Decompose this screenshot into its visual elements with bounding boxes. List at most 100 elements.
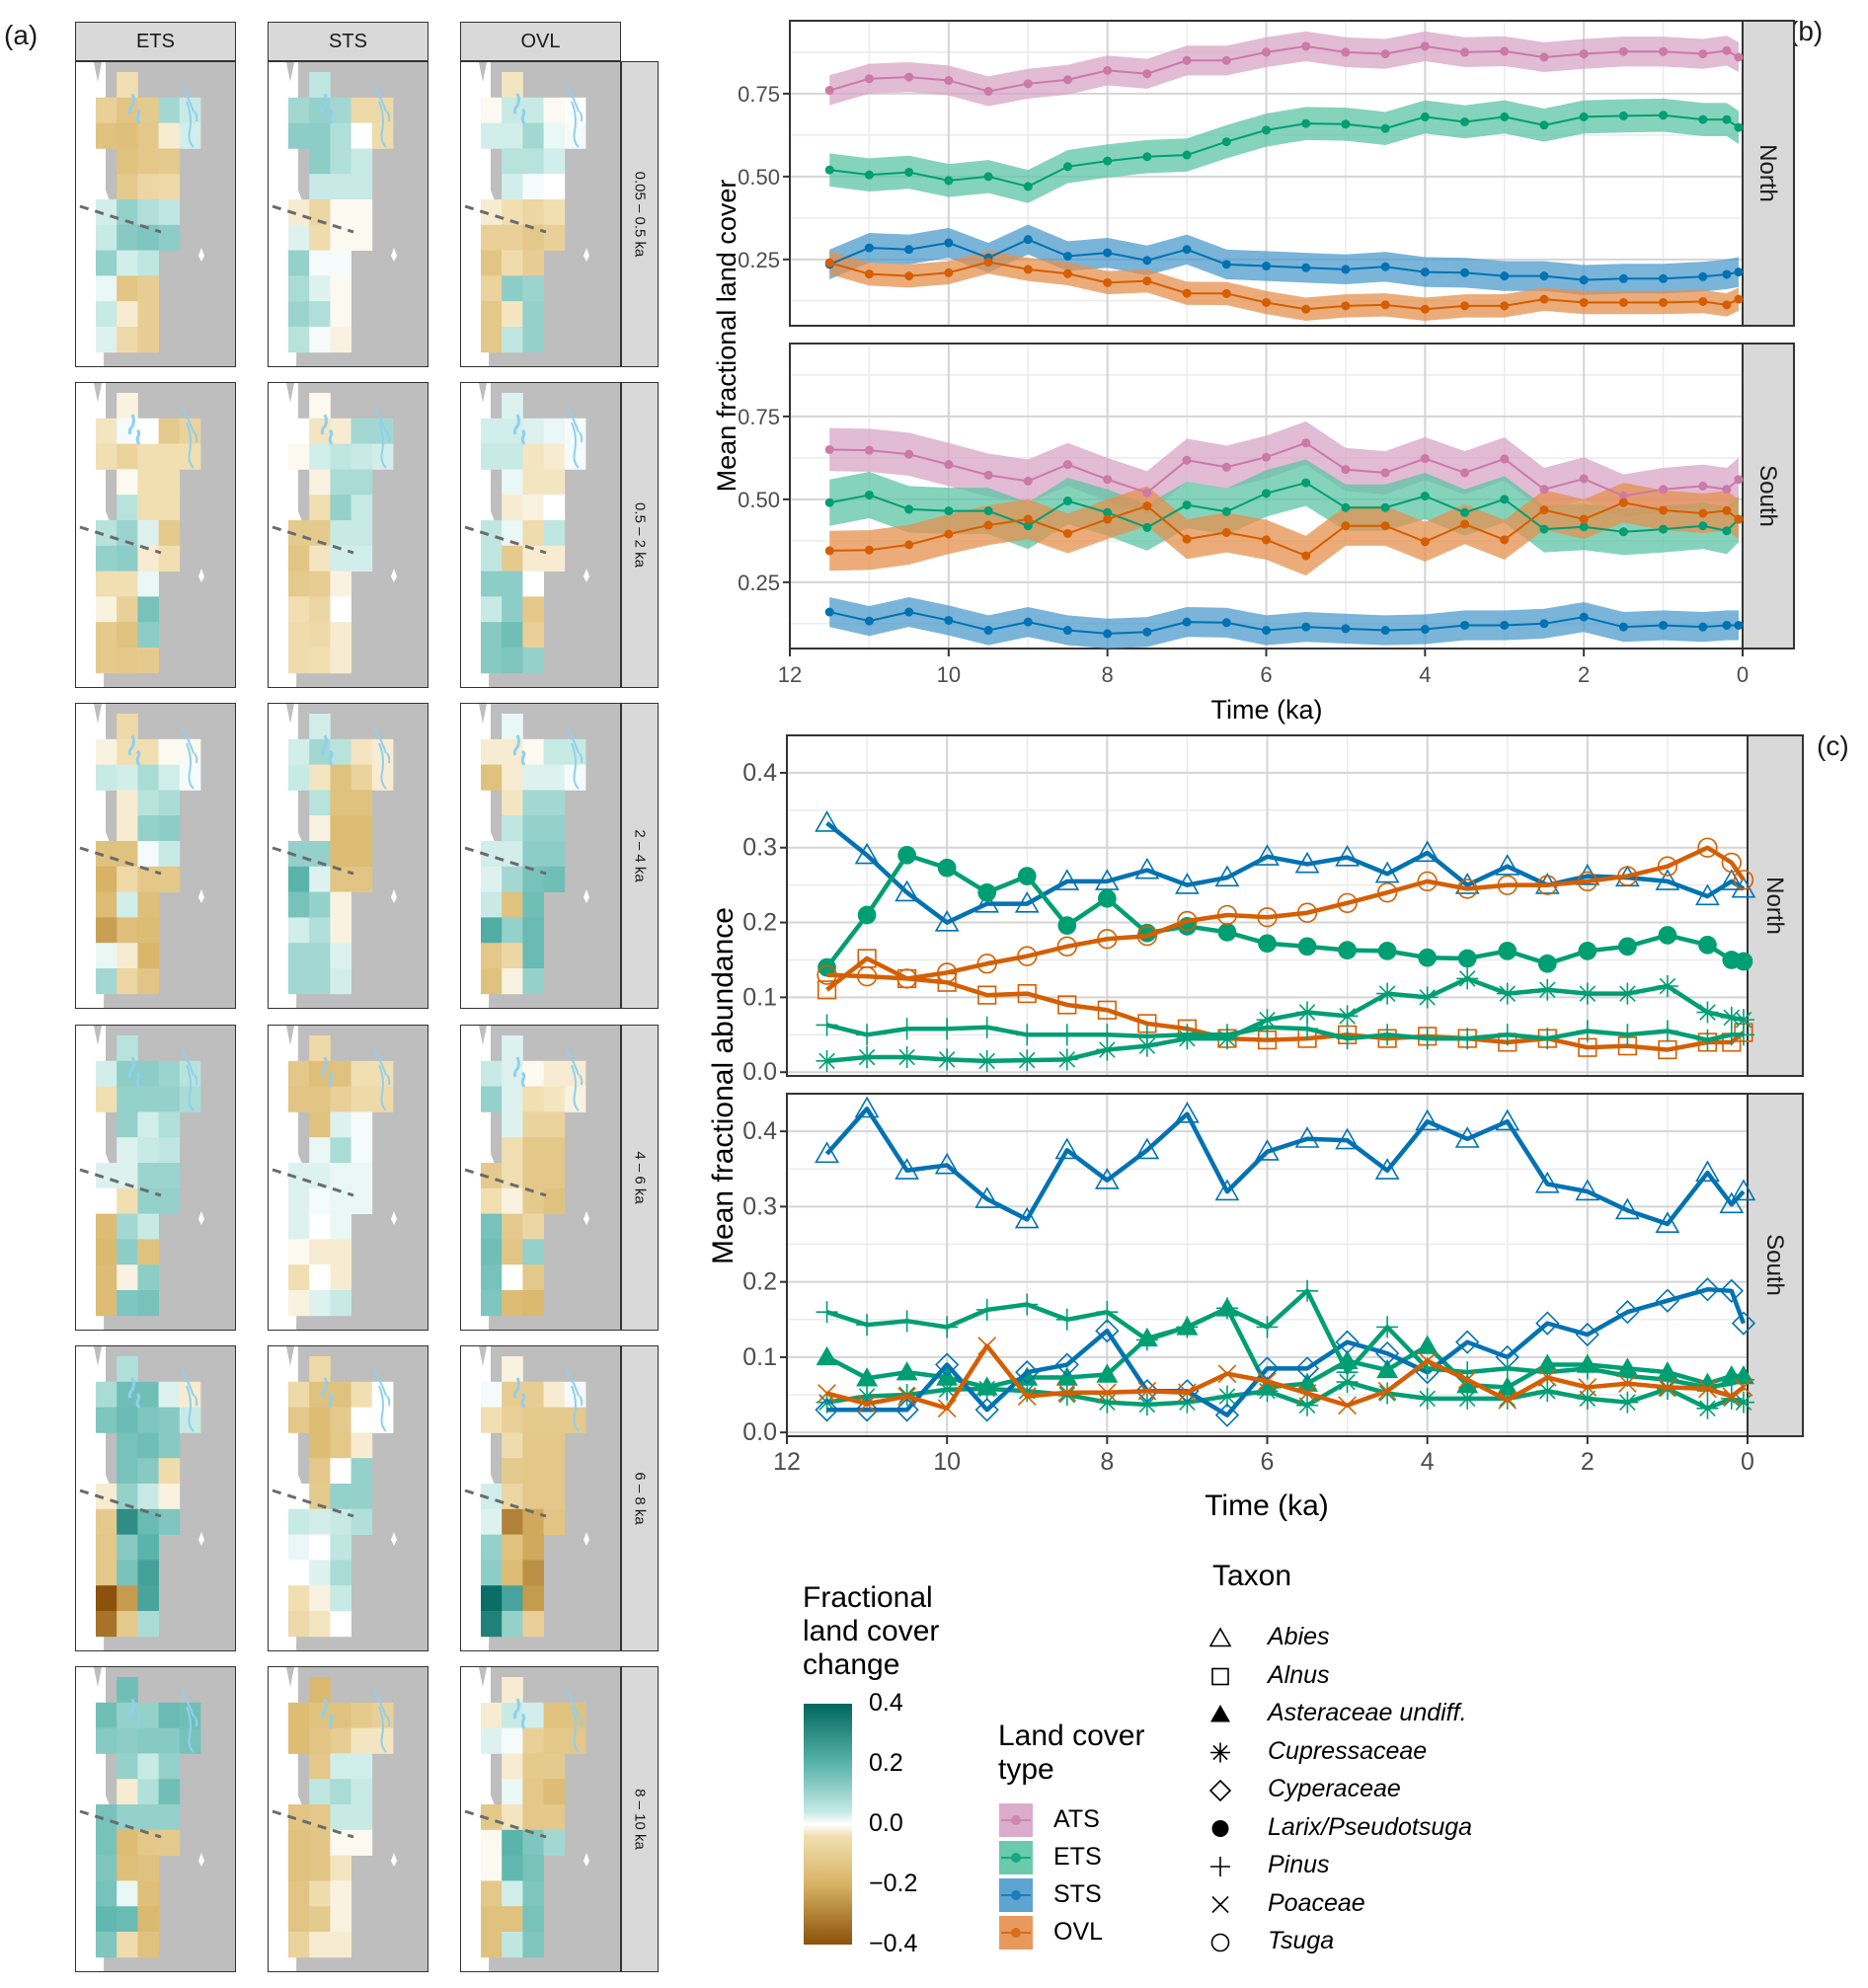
data-point xyxy=(1221,55,1231,65)
map-cell xyxy=(309,72,331,99)
map-cell xyxy=(564,1407,586,1433)
data-point-cross xyxy=(1658,1378,1677,1397)
map-cell xyxy=(330,1906,351,1933)
map-cell xyxy=(96,1932,117,1958)
data-point xyxy=(1618,46,1628,56)
map-cell xyxy=(158,199,181,226)
map-cell xyxy=(158,739,181,766)
land-cover-change-map xyxy=(75,1024,236,1331)
map-cell xyxy=(96,1407,117,1433)
data-point-triangle-open xyxy=(1134,857,1160,879)
map-cell xyxy=(309,596,331,623)
map-cell xyxy=(309,1086,331,1112)
data-point-triangle-open xyxy=(934,909,960,932)
north-south-boundary-line xyxy=(79,1489,162,1518)
data-point xyxy=(1539,52,1549,62)
map-cell xyxy=(350,1483,373,1509)
map-cell xyxy=(309,250,331,276)
data-point-plus xyxy=(816,1301,838,1324)
map-cell xyxy=(309,275,331,302)
map-cell xyxy=(288,1508,310,1535)
data-point-asterisk xyxy=(895,1046,918,1069)
map-cell xyxy=(288,943,310,969)
data-point-plus xyxy=(1176,1024,1199,1046)
map-cell xyxy=(137,1534,159,1561)
data-point xyxy=(824,546,834,556)
data-point-triangle-open xyxy=(1454,873,1480,894)
land-cover-change-map xyxy=(268,1666,428,1972)
map-cell xyxy=(543,1136,566,1163)
island-shape xyxy=(198,1853,204,1867)
map-cell xyxy=(96,968,117,995)
map-cell xyxy=(137,1560,159,1586)
map-cell xyxy=(481,545,503,573)
map-cell xyxy=(309,790,331,816)
map-cell xyxy=(522,917,544,944)
map-cell xyxy=(522,1060,544,1087)
map-cell xyxy=(350,199,373,226)
data-point xyxy=(904,72,914,82)
map-cell xyxy=(350,1187,373,1214)
data-point xyxy=(1221,260,1231,269)
map-cell xyxy=(96,443,117,470)
land-cover-legend-title-line: Land cover xyxy=(998,1720,1145,1752)
map-cell xyxy=(371,1727,394,1754)
map-cell xyxy=(309,1289,331,1316)
map-cell xyxy=(481,1508,503,1535)
map-cell xyxy=(481,841,503,868)
y-tick-label: 0.25 xyxy=(738,248,780,272)
map-cell xyxy=(502,841,523,868)
x-tick-label: 2 xyxy=(1578,662,1590,687)
lake-shape xyxy=(512,1698,526,1729)
map-cell xyxy=(543,122,566,149)
data-point-diamond-open xyxy=(815,1398,839,1422)
map-column-header: ETS xyxy=(75,22,236,61)
data-point-diamond-open xyxy=(1335,1330,1360,1354)
map-cell xyxy=(158,841,181,868)
y-tick-label: 0.4 xyxy=(742,759,777,787)
map-cell xyxy=(481,1289,503,1316)
map-cell xyxy=(481,622,503,649)
taxon-symbol-triangle-open xyxy=(1208,1627,1232,1647)
data-point-triangle-open xyxy=(1175,873,1200,894)
map-cell xyxy=(309,495,331,521)
map-cell xyxy=(309,1560,331,1586)
map-cell xyxy=(522,174,544,200)
map-cell xyxy=(350,1804,373,1831)
colorbar-title: Fractional land cover change xyxy=(803,1581,939,1682)
data-point xyxy=(1539,485,1549,495)
data-point xyxy=(1221,527,1231,537)
land-cover-change-map xyxy=(75,703,236,1010)
map-cell xyxy=(96,1727,117,1754)
data-point-plus xyxy=(1732,1024,1754,1046)
map-cell xyxy=(96,1289,117,1316)
data-point-circle-open xyxy=(1216,904,1238,926)
map-cell xyxy=(481,571,503,597)
map-cell xyxy=(502,224,523,251)
data-point xyxy=(1142,152,1152,162)
legend-key-point xyxy=(1011,1928,1021,1938)
map-cell xyxy=(502,1110,523,1138)
data-point xyxy=(1062,626,1072,636)
data-point-circle-filled xyxy=(1537,954,1557,973)
ribbon-sts xyxy=(829,596,1739,649)
map-cell xyxy=(179,1727,201,1754)
map-cell xyxy=(350,1508,373,1535)
map-cell xyxy=(117,199,138,226)
map-cell xyxy=(330,1584,351,1612)
colorbar-title-line: Fractional xyxy=(803,1581,933,1614)
data-point xyxy=(1618,622,1628,632)
map-cell xyxy=(288,764,310,792)
y-tick-label: 0.4 xyxy=(742,1117,777,1145)
map-cell xyxy=(309,943,331,969)
data-point xyxy=(1103,475,1113,485)
map-cell xyxy=(330,275,351,302)
taxon-symbol-plus xyxy=(1210,1857,1230,1876)
map-cell xyxy=(117,520,138,547)
data-point-triangle-filled xyxy=(1416,1335,1439,1354)
map-cell xyxy=(350,1432,373,1459)
map-cell xyxy=(117,275,138,302)
map-cell xyxy=(288,1804,310,1831)
map-cell xyxy=(502,867,523,893)
data-point-asterisk xyxy=(1456,1387,1479,1410)
